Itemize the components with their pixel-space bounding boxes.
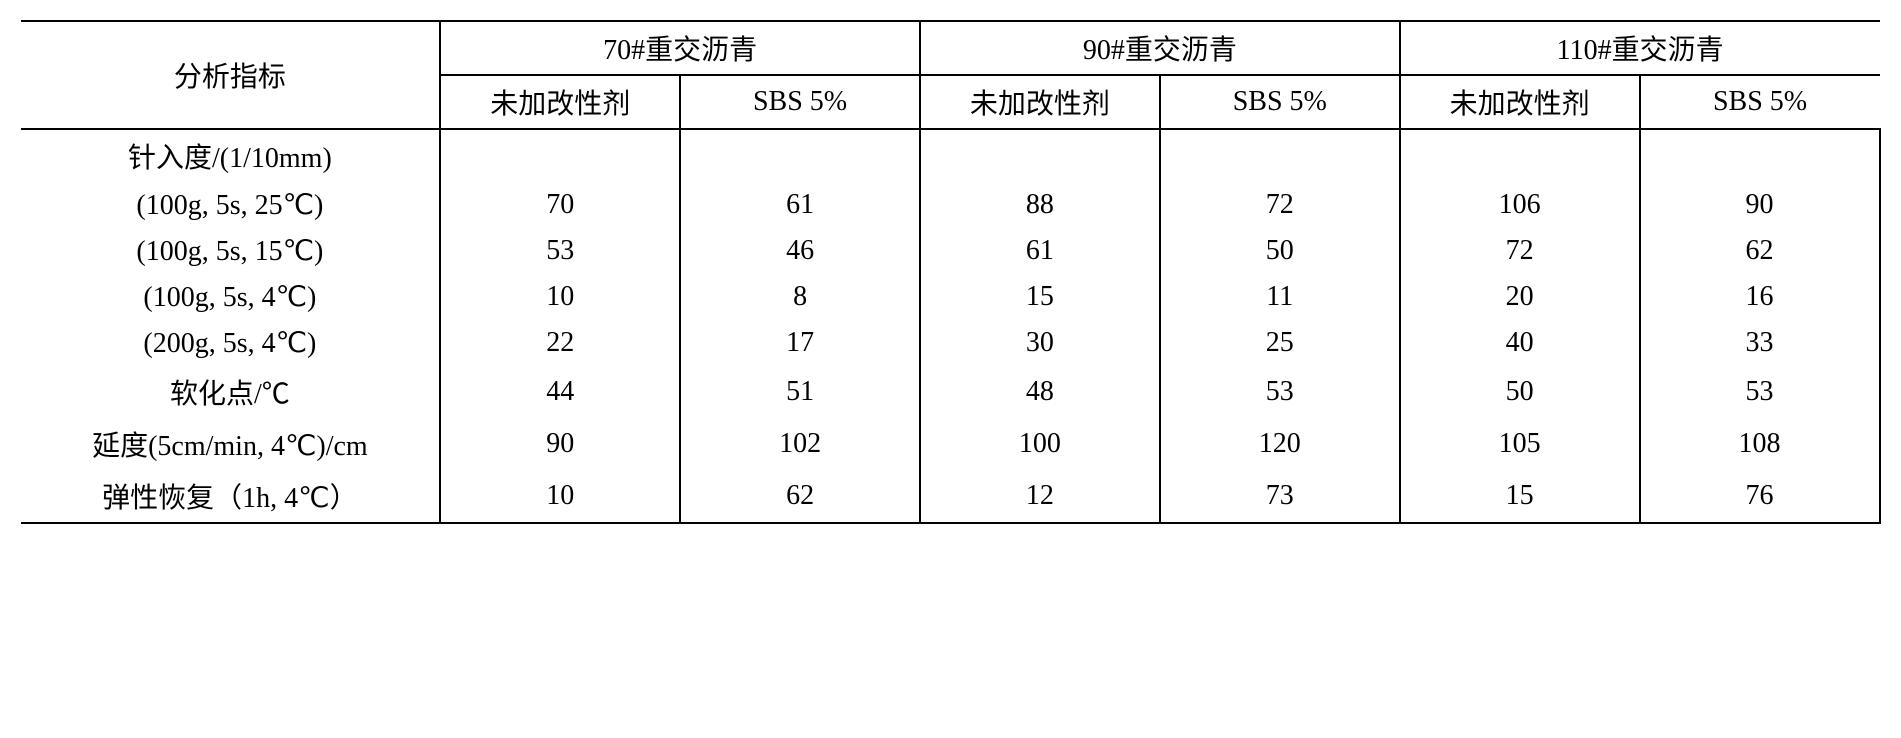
cell-value: 8	[680, 274, 920, 320]
cell-value: 44	[440, 366, 680, 418]
cell-value: 15	[920, 274, 1160, 320]
table-row: (100g, 5s, 15℃) 53 46 61 50 72 62	[21, 228, 1880, 274]
cell-value: 50	[1400, 366, 1640, 418]
cell-value: 11	[1160, 274, 1400, 320]
row-label: 弹性恢复（1h, 4℃）	[21, 470, 441, 523]
cell-value: 17	[680, 320, 920, 366]
cell-value: 88	[920, 182, 1160, 228]
col-group-70: 70#重交沥青	[440, 21, 920, 75]
header-row-groups: 分析指标 70#重交沥青 90#重交沥青 110#重交沥青	[21, 21, 1880, 75]
cell-value: 100	[920, 418, 1160, 470]
col-sub-70-sbs: SBS 5%	[680, 75, 920, 129]
cell-value: 10	[440, 274, 680, 320]
col-header-analysis: 分析指标	[21, 21, 441, 129]
table-row: (100g, 5s, 4℃) 10 8 15 11 20 16	[21, 274, 1880, 320]
label-penetration-section: 针入度/(1/10mm)	[21, 129, 441, 182]
cell-value: 62	[680, 470, 920, 523]
cell-value: 105	[1400, 418, 1640, 470]
cell-value: 48	[920, 366, 1160, 418]
col-sub-110-sbs: SBS 5%	[1640, 75, 1880, 129]
cell-value: 53	[440, 228, 680, 274]
col-group-90: 90#重交沥青	[920, 21, 1400, 75]
asphalt-table-container: 分析指标 70#重交沥青 90#重交沥青 110#重交沥青 未加改性剂 SBS …	[21, 20, 1881, 524]
cell-value: 90	[440, 418, 680, 470]
row-penetration-header: 针入度/(1/10mm)	[21, 129, 1880, 182]
cell-blank	[1160, 129, 1400, 182]
table-row: 弹性恢复（1h, 4℃） 10 62 12 73 15 76	[21, 470, 1880, 523]
cell-value: 16	[1640, 274, 1880, 320]
cell-blank	[1640, 129, 1880, 182]
cell-value: 10	[440, 470, 680, 523]
cell-blank	[1400, 129, 1640, 182]
cell-value: 53	[1160, 366, 1400, 418]
cell-value: 70	[440, 182, 680, 228]
col-sub-90-unmod: 未加改性剂	[920, 75, 1160, 129]
cell-value: 33	[1640, 320, 1880, 366]
cell-value: 12	[920, 470, 1160, 523]
col-sub-70-unmod: 未加改性剂	[440, 75, 680, 129]
cell-value: 30	[920, 320, 1160, 366]
cell-value: 102	[680, 418, 920, 470]
cell-value: 108	[1640, 418, 1880, 470]
cell-value: 15	[1400, 470, 1640, 523]
cell-value: 46	[680, 228, 920, 274]
cell-value: 20	[1400, 274, 1640, 320]
col-sub-110-unmod: 未加改性剂	[1400, 75, 1640, 129]
row-label: (200g, 5s, 4℃)	[21, 320, 441, 366]
cell-blank	[680, 129, 920, 182]
table-body: 针入度/(1/10mm) (100g, 5s, 25℃) 70 61 88 72…	[21, 129, 1880, 523]
col-sub-90-sbs: SBS 5%	[1160, 75, 1400, 129]
cell-value: 90	[1640, 182, 1880, 228]
table-row: (100g, 5s, 25℃) 70 61 88 72 106 90	[21, 182, 1880, 228]
row-label: (100g, 5s, 15℃)	[21, 228, 441, 274]
table-row: (200g, 5s, 4℃) 22 17 30 25 40 33	[21, 320, 1880, 366]
cell-value: 25	[1160, 320, 1400, 366]
table-row: 软化点/℃ 44 51 48 53 50 53	[21, 366, 1880, 418]
cell-value: 72	[1400, 228, 1640, 274]
row-label: 软化点/℃	[21, 366, 441, 418]
cell-blank	[920, 129, 1160, 182]
cell-value: 40	[1400, 320, 1640, 366]
cell-value: 120	[1160, 418, 1400, 470]
row-label: 延度(5cm/min, 4℃)/cm	[21, 418, 441, 470]
cell-value: 76	[1640, 470, 1880, 523]
cell-value: 106	[1400, 182, 1640, 228]
cell-value: 73	[1160, 470, 1400, 523]
row-label: (100g, 5s, 25℃)	[21, 182, 441, 228]
cell-value: 72	[1160, 182, 1400, 228]
table-row: 延度(5cm/min, 4℃)/cm 90 102 100 120 105 10…	[21, 418, 1880, 470]
cell-value: 62	[1640, 228, 1880, 274]
asphalt-properties-table: 分析指标 70#重交沥青 90#重交沥青 110#重交沥青 未加改性剂 SBS …	[21, 20, 1881, 524]
cell-value: 53	[1640, 366, 1880, 418]
col-group-110: 110#重交沥青	[1400, 21, 1880, 75]
cell-value: 61	[920, 228, 1160, 274]
cell-value: 51	[680, 366, 920, 418]
cell-blank	[440, 129, 680, 182]
row-label: (100g, 5s, 4℃)	[21, 274, 441, 320]
cell-value: 22	[440, 320, 680, 366]
cell-value: 61	[680, 182, 920, 228]
cell-value: 50	[1160, 228, 1400, 274]
